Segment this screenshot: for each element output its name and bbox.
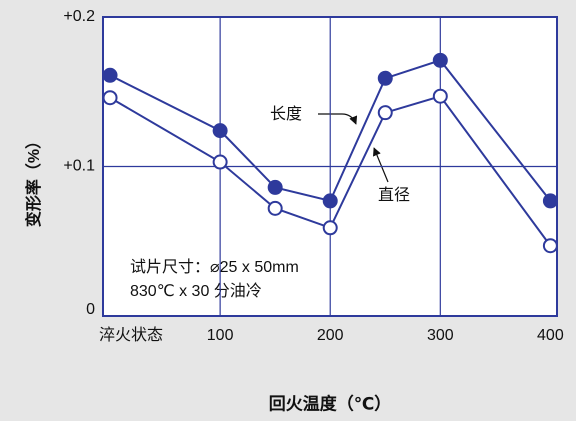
data-point	[212, 154, 228, 170]
data-point	[432, 52, 448, 68]
data-point	[322, 193, 338, 209]
y-tick-label: +0.2	[63, 8, 95, 25]
data-point	[267, 179, 283, 195]
data-point	[212, 123, 228, 139]
series-label: 长度	[270, 105, 302, 123]
series-label: 直径	[378, 186, 410, 204]
data-point	[102, 67, 118, 83]
annotation: 830℃ x 30 分油冷	[130, 282, 262, 300]
x-tick-label: 100	[207, 327, 234, 344]
annotation: 试片尺寸：⌀25 x 50mm	[130, 258, 299, 276]
y-tick-label: 0	[86, 301, 95, 318]
data-point	[267, 200, 283, 216]
arrow	[318, 113, 358, 125]
data-point	[542, 193, 558, 209]
x-tick-label: 400	[537, 327, 564, 344]
data-point	[322, 220, 338, 236]
y-tick-label: +0.1	[63, 158, 95, 175]
data-point	[377, 105, 393, 121]
y-axis-label: 变形率（%）	[24, 133, 43, 227]
arrow	[372, 147, 389, 183]
data-point	[377, 70, 393, 86]
data-point	[432, 88, 448, 104]
x-tick-label: 300	[427, 327, 454, 344]
x-tick-label: 200	[317, 327, 344, 344]
data-point	[102, 90, 118, 106]
x-tick-label: 淬火状态	[99, 326, 163, 344]
x-axis-label: 回火温度（℃）	[269, 393, 392, 413]
data-point	[542, 238, 558, 254]
